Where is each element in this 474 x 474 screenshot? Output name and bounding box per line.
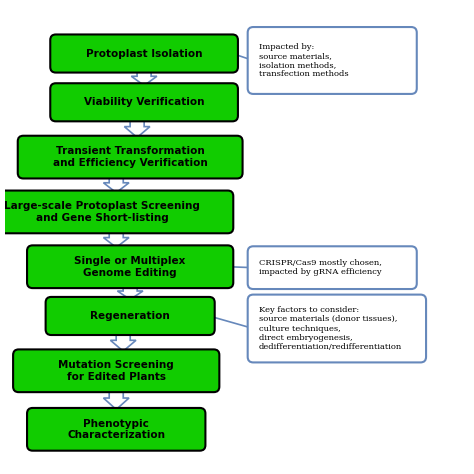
Text: Impacted by:
source materials,
isolation methods,
transfection methods: Impacted by: source materials, isolation… [259, 43, 348, 78]
Text: Large-scale Protoplast Screening
and Gene Short-listing: Large-scale Protoplast Screening and Gen… [4, 201, 200, 223]
FancyBboxPatch shape [27, 246, 233, 288]
FancyBboxPatch shape [248, 295, 426, 363]
FancyBboxPatch shape [18, 136, 243, 179]
Text: Viability Verification: Viability Verification [84, 97, 204, 107]
Polygon shape [124, 116, 150, 137]
Polygon shape [103, 228, 129, 247]
FancyBboxPatch shape [248, 27, 417, 94]
FancyBboxPatch shape [50, 35, 238, 73]
FancyBboxPatch shape [0, 191, 233, 233]
Text: Phenotypic
Characterization: Phenotypic Characterization [67, 419, 165, 440]
FancyBboxPatch shape [46, 297, 215, 335]
Polygon shape [103, 173, 129, 192]
Text: Protoplast Isolation: Protoplast Isolation [86, 48, 202, 58]
Text: Single or Multiplex
Genome Editing: Single or Multiplex Genome Editing [74, 256, 186, 278]
Polygon shape [103, 387, 129, 410]
Text: Mutation Screening
for Edited Plants: Mutation Screening for Edited Plants [58, 360, 174, 382]
Text: Key factors to consider:
source materials (donor tissues),
culture techniques,
d: Key factors to consider: source material… [259, 306, 402, 351]
Polygon shape [131, 67, 157, 85]
Text: CRISPR/Cas9 mostly chosen,
impacted by gRNA efficiency: CRISPR/Cas9 mostly chosen, impacted by g… [259, 259, 382, 276]
Polygon shape [110, 329, 136, 351]
Text: Transient Transformation
and Efficiency Verification: Transient Transformation and Efficiency … [53, 146, 208, 168]
Polygon shape [118, 283, 143, 300]
FancyBboxPatch shape [13, 349, 219, 392]
FancyBboxPatch shape [50, 83, 238, 121]
FancyBboxPatch shape [248, 246, 417, 289]
FancyBboxPatch shape [27, 408, 205, 451]
Text: Regeneration: Regeneration [90, 311, 170, 321]
